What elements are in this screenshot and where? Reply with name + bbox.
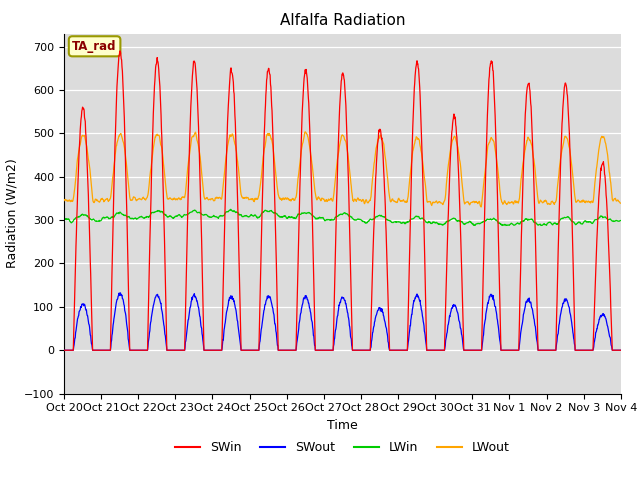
X-axis label: Time: Time — [327, 419, 358, 432]
Title: Alfalfa Radiation: Alfalfa Radiation — [280, 13, 405, 28]
Legend: SWin, SWout, LWin, LWout: SWin, SWout, LWin, LWout — [170, 436, 515, 459]
Text: TA_rad: TA_rad — [72, 40, 117, 53]
Y-axis label: Radiation (W/m2): Radiation (W/m2) — [5, 159, 19, 268]
